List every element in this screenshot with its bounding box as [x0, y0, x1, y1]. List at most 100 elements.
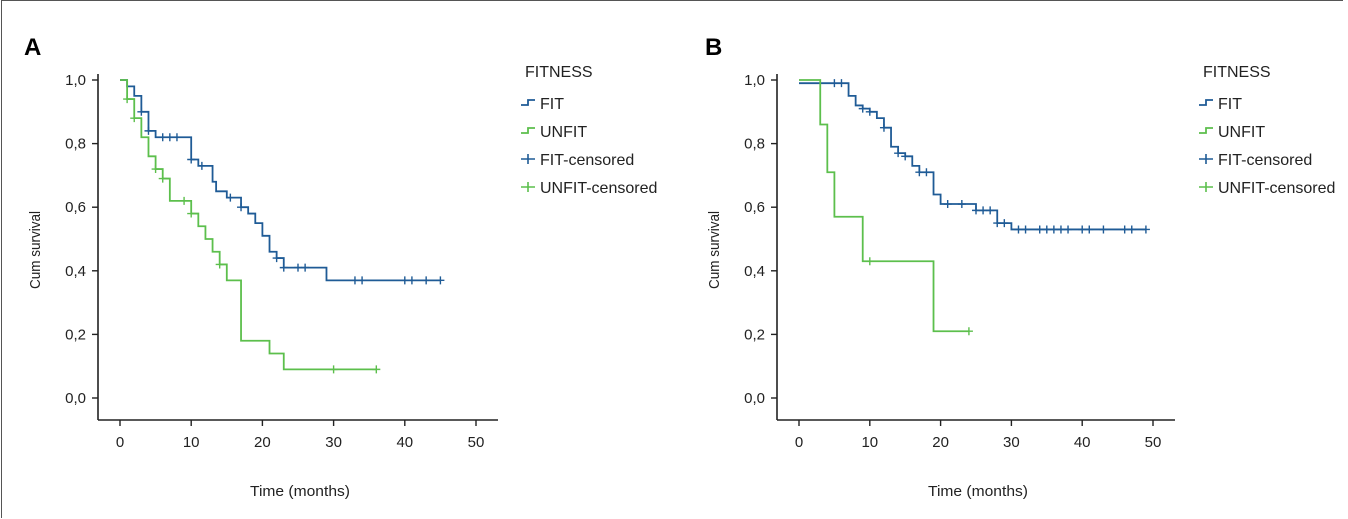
legend: FITNESS FIT UNFIT FIT-censored UNFIT-censore…	[1199, 64, 1335, 197]
censor-mark-fit	[436, 276, 445, 285]
censor-mark-fit	[1127, 225, 1136, 234]
x-tick-label: 30	[325, 434, 342, 451]
censor-mark-fit	[158, 133, 167, 142]
censor-mark-fit	[226, 193, 235, 202]
y-tick-label: 0,4	[744, 263, 765, 280]
censor-mark-fit	[1099, 225, 1108, 234]
km-panel-b: B 0,0 0,2 0,4 0,6 0,8 1,0 0 10 20 30 40 50 Cum surviv…	[705, 34, 1335, 500]
censor-mark-fit	[1049, 225, 1058, 234]
x-tick-label: 20	[254, 434, 271, 451]
panel-label: A	[24, 34, 41, 61]
censor-mark-fit	[197, 161, 206, 170]
panel-label: B	[705, 34, 722, 61]
censor-mark-fit	[358, 276, 367, 285]
censor-mark-fit	[922, 168, 931, 177]
km-panel-a: A 0,0 0,2 0,4 0,6 0,8 1,0 0 10 20 30 40 50 Cum surviv…	[24, 34, 657, 500]
y-tick-label: 0,0	[744, 390, 765, 407]
censor-mark-fit	[879, 123, 888, 132]
legend-label: FIT	[1218, 96, 1242, 113]
censor-mark-unfit	[151, 165, 160, 174]
censor-mark-unfit	[187, 209, 196, 218]
censor-mark-fit	[858, 104, 867, 113]
censor-mark-fit	[894, 149, 903, 158]
legend-label: UNFIT-censored	[1218, 180, 1335, 197]
censor-mark-fit	[137, 107, 146, 116]
censor-mark-fit	[1078, 225, 1087, 234]
censor-mark-fit	[1141, 225, 1150, 234]
censor-mark-unfit	[329, 365, 338, 374]
censor-mark-fit	[830, 79, 839, 88]
censor-mark-fit	[1120, 225, 1129, 234]
legend-censor-symbol	[521, 154, 535, 164]
km-curve-unfit	[799, 79, 969, 333]
x-axis-label: Time (months)	[928, 483, 1028, 500]
x-tick-label: 20	[932, 434, 949, 451]
legend-label: UNFIT	[1218, 124, 1265, 141]
censor-mark-unfit	[964, 327, 973, 336]
legend-censor-symbol	[521, 182, 535, 192]
censor-mark-unfit	[180, 196, 189, 205]
censor-mark-fit	[1085, 225, 1094, 234]
censor-mark-fit	[837, 79, 846, 88]
legend-step-symbol	[1199, 99, 1213, 106]
censor-mark-fit	[1014, 225, 1023, 234]
y-tick-label: 1,0	[744, 72, 765, 89]
censor-mark-fit	[1000, 219, 1009, 228]
censor-mark-fit	[993, 219, 1002, 228]
censor-mark-fit	[294, 263, 302, 272]
censor-mark-fit	[407, 276, 416, 285]
legend-title: FITNESS	[1203, 64, 1271, 81]
legend-step-symbol	[1199, 127, 1213, 134]
censor-mark-fit	[1035, 225, 1044, 234]
y-axis-label: Cum survival	[27, 211, 44, 289]
y-tick-label: 0,2	[744, 326, 765, 343]
legend-title: FITNESS	[525, 64, 593, 81]
censor-mark-fit	[957, 200, 966, 209]
censor-mark-fit	[400, 276, 409, 285]
legend-label: UNFIT-censored	[540, 180, 657, 197]
y-tick-label: 0,0	[65, 390, 86, 407]
censor-mark-fit	[901, 152, 910, 161]
censor-mark-fit	[272, 254, 281, 263]
censor-mark-fit	[422, 276, 431, 285]
y-tick-label: 0,8	[65, 136, 86, 153]
y-tick-label: 0,8	[744, 136, 765, 153]
legend-step-symbol	[521, 99, 535, 106]
legend-label: FIT-censored	[540, 152, 634, 169]
legend-censor-symbol	[1199, 154, 1213, 164]
censor-mark-fit	[237, 203, 246, 212]
x-tick-label: 30	[1003, 434, 1020, 451]
censor-mark-fit	[865, 107, 874, 116]
x-tick-label: 50	[468, 434, 485, 451]
censor-mark-fit	[187, 155, 196, 164]
censor-mark-unfit	[158, 174, 167, 183]
censor-mark-fit	[943, 200, 952, 209]
censor-mark-fit	[301, 263, 310, 272]
censor-mark-fit	[1064, 225, 1073, 234]
legend-label: FIT	[540, 96, 564, 113]
censor-mark-fit	[172, 133, 181, 142]
censor-mark-fit	[1042, 225, 1051, 234]
legend-label: UNFIT	[540, 124, 587, 141]
censor-mark-unfit	[865, 257, 874, 266]
y-tick-label: 0,6	[65, 199, 86, 216]
y-tick-label: 0,6	[744, 199, 765, 216]
censor-mark-fit	[972, 206, 980, 215]
censor-mark-fit	[1056, 225, 1065, 234]
legend-censor-symbol	[1199, 182, 1213, 192]
x-tick-label: 10	[861, 434, 878, 451]
censor-mark-fit	[279, 263, 288, 272]
x-tick-label: 40	[1074, 434, 1091, 451]
censor-mark-fit	[1021, 225, 1030, 234]
x-axis-label: Time (months)	[250, 483, 350, 500]
x-tick-label: 40	[396, 434, 413, 451]
censor-mark-fit	[165, 133, 174, 142]
km-curve-unfit	[120, 79, 377, 371]
censor-mark-fit	[986, 206, 995, 215]
censor-mark-fit	[979, 206, 988, 215]
y-axis-label: Cum survival	[706, 211, 723, 289]
legend: FITNESS FIT UNFIT FIT-censored UNFIT-censore…	[521, 64, 657, 197]
x-tick-label: 10	[183, 434, 200, 451]
